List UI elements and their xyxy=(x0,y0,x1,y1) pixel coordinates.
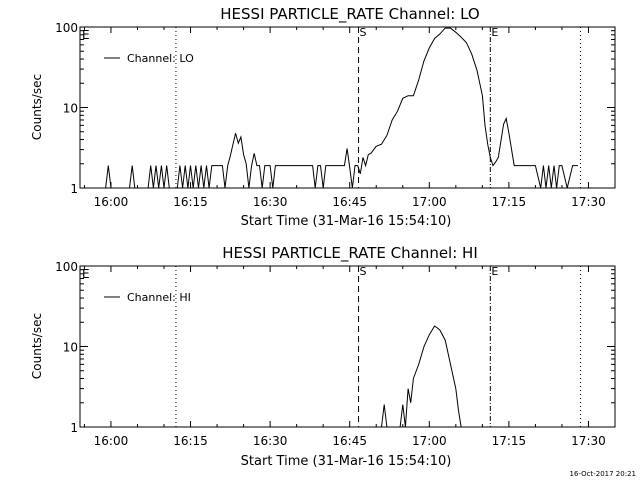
x-tick-label: 16:30 xyxy=(253,195,288,209)
x-tick-label: 17:30 xyxy=(571,434,606,448)
marker-label: E xyxy=(491,26,498,39)
x-tick-label: 16:45 xyxy=(332,434,367,448)
y-tick-label: 100 xyxy=(55,21,78,35)
chart-title: HESSI PARTICLE_RATE Channel: LO xyxy=(220,5,479,24)
x-axis-label: Start Time (31-Mar-16 15:54:10) xyxy=(241,454,452,469)
marker-label: E xyxy=(491,265,498,278)
y-tick-label: 1 xyxy=(70,182,78,196)
x-tick-label: 17:15 xyxy=(492,195,527,209)
y-tick-label: 10 xyxy=(63,341,78,355)
marker-label: S xyxy=(360,265,367,278)
axis-ticks: 16:00 16:15 16:30 16:45 17:00 17:15 17:30 1 10 10… xyxy=(55,260,615,448)
corner-label: E xyxy=(82,267,90,281)
y-tick-label: 10 xyxy=(63,102,78,116)
y-axis-label: Counts/sec xyxy=(30,74,44,140)
y-tick-label: 1 xyxy=(70,421,78,435)
legend: Channel: HI xyxy=(104,291,191,304)
chart-panel-lo: HESSI PARTICLE_RATE Channel: LO Counts/s… xyxy=(30,5,616,229)
axis-ticks: 16:00 16:15 16:30 16:45 17:00 17:15 17:30 1 10 10… xyxy=(55,21,615,209)
x-tick-label: 16:45 xyxy=(332,195,367,209)
x-tick-label: 17:15 xyxy=(492,434,527,448)
y-tick-label: 100 xyxy=(55,260,78,274)
series-line xyxy=(89,27,578,189)
footer-timestamp: 16-Oct-2017 20:21 xyxy=(570,470,636,478)
data-series xyxy=(381,325,462,428)
chart-panel-hi: HESSI PARTICLE_RATE Channel: HI Counts/s… xyxy=(30,244,616,469)
x-tick-label: 16:00 xyxy=(94,434,129,448)
marker-label: S xyxy=(360,26,367,39)
x-tick-label: 17:30 xyxy=(571,195,606,209)
data-series xyxy=(89,27,578,189)
x-tick-label: 17:00 xyxy=(412,195,447,209)
x-axis-label: Start Time (31-Mar-16 15:54:10) xyxy=(241,214,452,229)
legend-entry: Channel: LO xyxy=(127,52,194,65)
x-tick-label: 16:30 xyxy=(253,434,288,448)
x-tick-label: 16:15 xyxy=(173,434,208,448)
x-tick-label: 17:00 xyxy=(412,434,447,448)
series-line xyxy=(381,325,462,428)
corner-label: E xyxy=(82,28,90,42)
x-tick-label: 16:15 xyxy=(173,195,208,209)
x-tick-label: 16:00 xyxy=(94,195,129,209)
legend-entry: Channel: HI xyxy=(127,291,191,304)
y-axis-label: Counts/sec xyxy=(30,313,44,379)
chart-title: HESSI PARTICLE_RATE Channel: HI xyxy=(222,244,478,263)
legend: Channel: LO xyxy=(104,52,194,65)
